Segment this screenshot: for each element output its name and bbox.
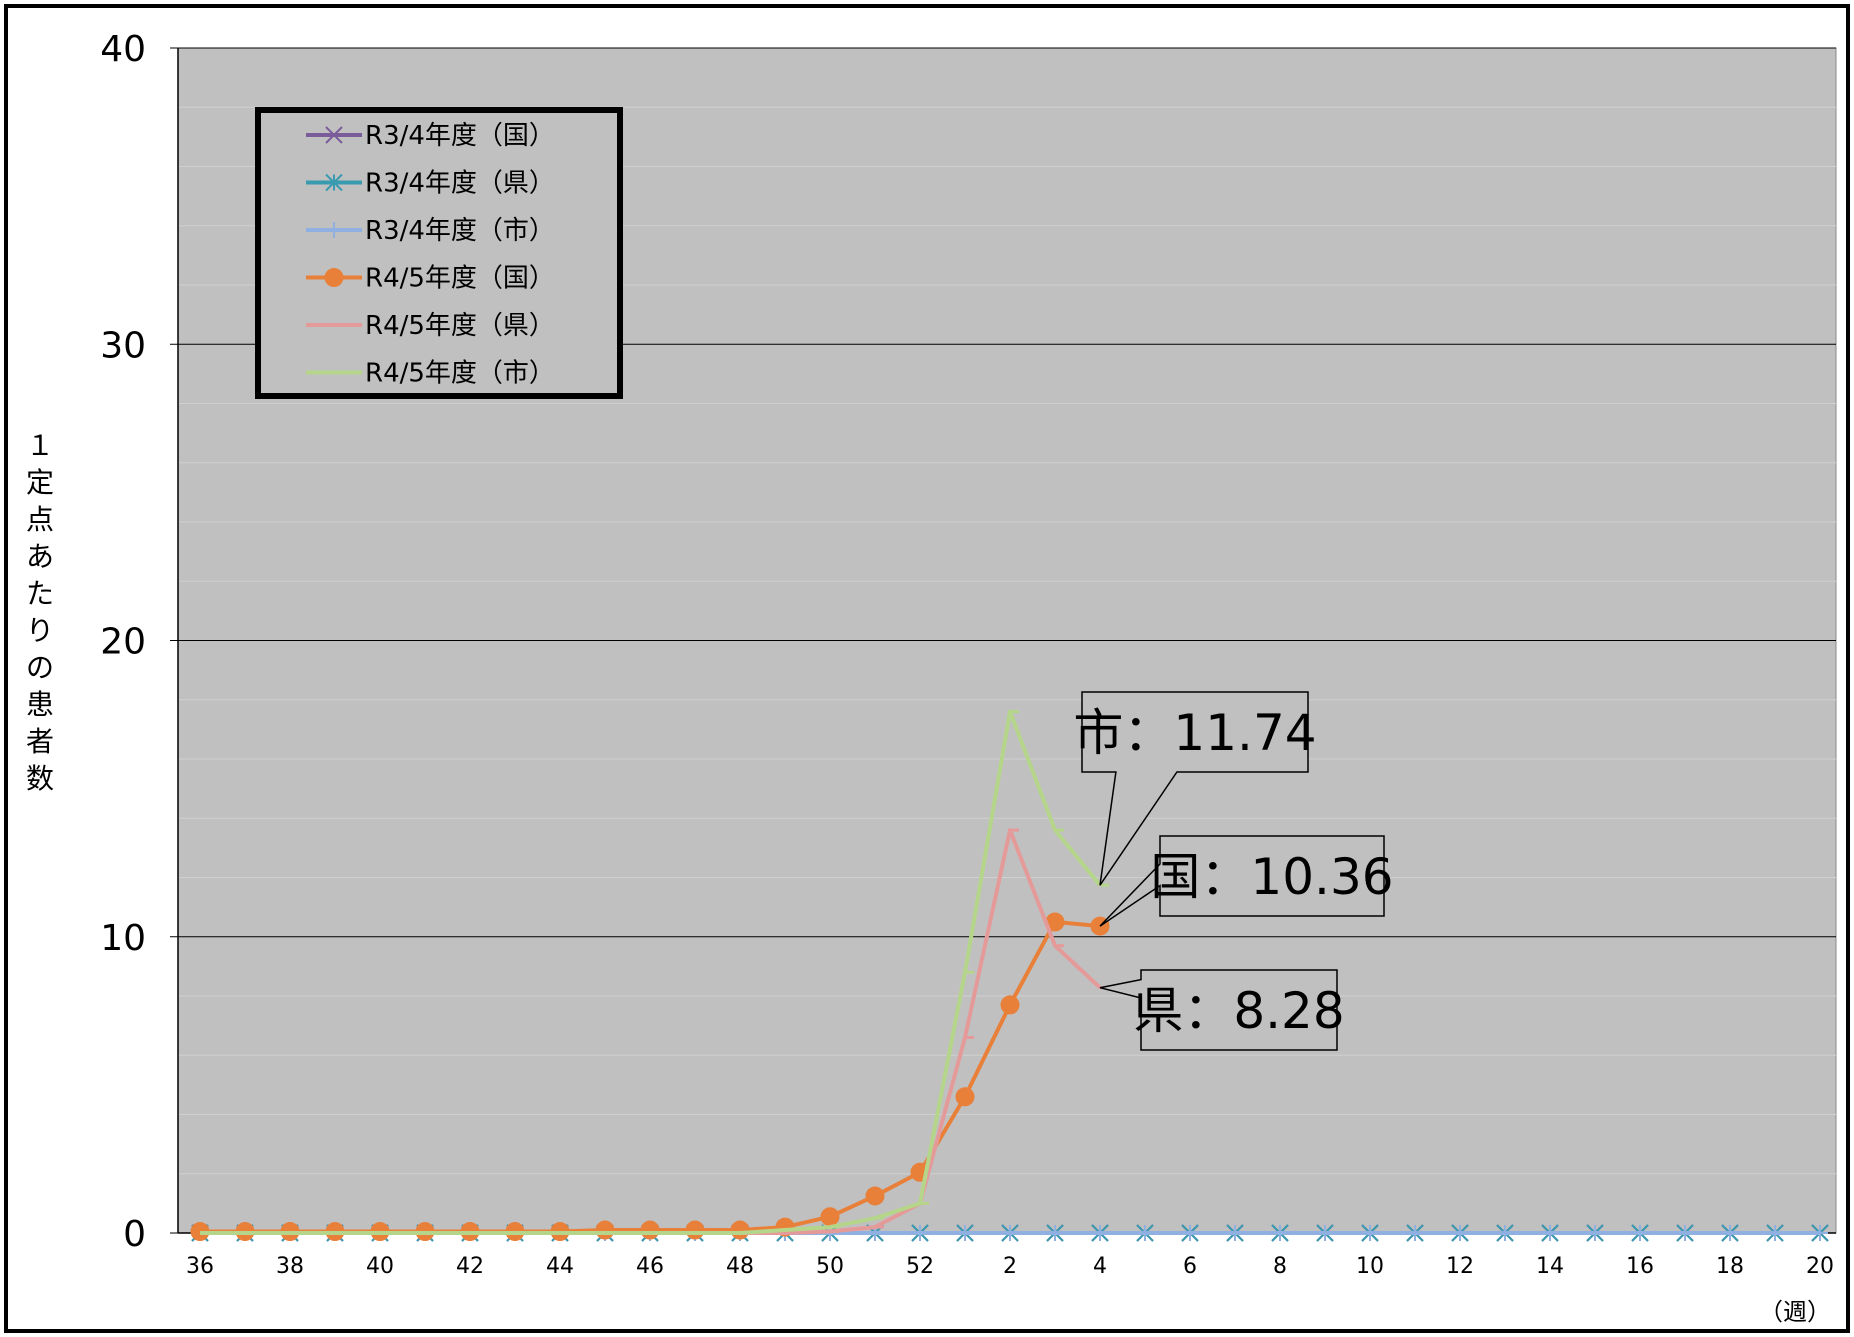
callout-label: 国：10.36 [1150,848,1393,906]
callout: 国：10.36 [1099,835,1394,927]
callout-label: 県：8.28 [1133,982,1344,1040]
data-point [912,1225,928,1241]
data-point [1002,1225,1018,1241]
data-point [640,1220,660,1240]
data-point [324,268,344,287]
y-axis-label-char: の [26,651,54,684]
data-point [957,1225,973,1241]
x-tick-label: 6 [1183,1254,1197,1279]
data-point [1137,1225,1153,1241]
x-tick-label: 50 [816,1254,844,1279]
callout-label: 市：11.74 [1073,704,1316,762]
x-tick-label: 8 [1273,1254,1287,1279]
data-point [1587,1225,1603,1241]
y-axis-label-char: １ [26,429,54,462]
x-tick-label: 16 [1626,1254,1654,1279]
callout: 県：8.28 [1099,969,1345,1051]
callout-box [1099,969,1338,1051]
x-tick-label: 40 [366,1254,394,1279]
data-point [1632,1225,1648,1241]
data-point [1407,1225,1423,1241]
x-tick-label: 42 [456,1254,484,1279]
data-point [955,1087,975,1107]
x-tick-label: 46 [636,1254,664,1279]
series-layer [190,709,1829,1242]
data-point [1767,1225,1783,1241]
data-point [820,1207,840,1227]
data-point [1542,1225,1558,1241]
x-tick-label: 38 [276,1254,304,1279]
x-tick-label: 20 [1806,1254,1834,1279]
y-tick-label: 10 [100,918,146,959]
y-tick-label: 20 [100,622,146,663]
legend: R3/4年度（国） R3/4年度（県） R3/4年度（市） R4/5年度（国） R4/5… [255,107,623,399]
callout-box [1099,835,1385,927]
data-point [1227,1225,1243,1241]
data-point [1677,1225,1693,1241]
data-point [1047,1225,1063,1241]
x-tick-label: 48 [726,1254,754,1279]
data-point [1000,995,1020,1015]
data-point [1317,1225,1333,1241]
callout-box [1081,691,1309,886]
data-point [1092,1225,1108,1241]
data-point [325,173,343,192]
legend-label: R4/5年度（国） [365,264,555,294]
data-point [1362,1225,1378,1241]
legend-label: R4/5年度（県） [365,311,555,341]
data-point [595,1220,615,1240]
x-tick-label: 14 [1536,1254,1564,1279]
legend-label: R3/4年度（市） [365,216,555,246]
callouts: 市：11.74 国：10.36 県：8.28 [1073,691,1394,1051]
x-tick-label: 2 [1003,1254,1017,1279]
x-tick-label: 36 [186,1254,214,1279]
x-axis-label: （週） [1759,1298,1831,1326]
y-tick-label: 0 [123,1214,146,1255]
y-axis-label-char: 点 [26,503,54,536]
x-tick-label: 4 [1093,1254,1107,1279]
y-axis-label-char: た [26,577,54,610]
data-point [865,1186,885,1206]
series [200,709,1109,1235]
y-tick-label: 40 [100,29,146,70]
x-tick-label: 18 [1716,1254,1744,1279]
data-point [1497,1225,1513,1241]
x-tick-label: 52 [906,1254,934,1279]
data-point [1452,1225,1468,1241]
data-point [326,222,342,238]
data-point [730,1220,750,1240]
data-point [325,126,343,144]
legend-box [255,107,623,399]
legend-label: R3/4年度（県） [365,169,555,199]
y-axis-label-char: 数 [26,762,54,795]
data-point [1722,1225,1738,1241]
y-axis-label-char: あ [26,540,54,573]
legend-label: R3/4年度（国） [365,121,555,151]
data-point [1812,1225,1828,1241]
legend-label: R4/5年度（市） [365,359,555,389]
y-axis-label-char: り [26,614,54,647]
y-axis-label-char: 者 [26,725,54,758]
y-axis-label-char: 患 [26,688,54,721]
x-tick-label: 44 [546,1254,574,1279]
x-tick-label: 12 [1446,1254,1474,1279]
y-tick-label: 30 [100,325,146,366]
callout: 市：11.74 [1073,691,1317,886]
data-point [685,1220,705,1240]
data-point [1182,1225,1198,1241]
y-axis: 0 10 20 30 40 [100,29,179,1255]
data-point [1272,1225,1288,1241]
y-axis-label-char: 定 [26,466,54,499]
x-tick-label: 10 [1356,1254,1384,1279]
